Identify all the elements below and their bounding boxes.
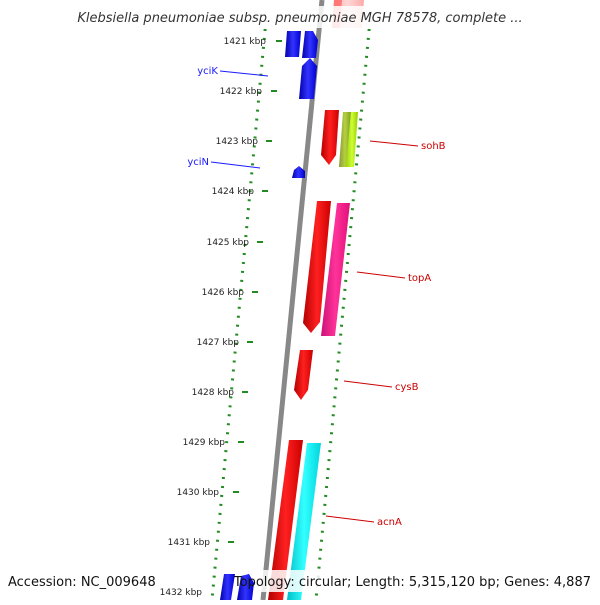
gene-feature-acnA[interactable]	[268, 440, 303, 600]
gene-feature-sohB[interactable]	[321, 110, 339, 165]
ruler-label: 1432 kbp	[160, 588, 203, 598]
gene-feature-yciN[interactable]	[292, 166, 305, 178]
gene-label-sohB[interactable]: sohB	[421, 141, 446, 152]
gene-feature-yciK[interactable]	[299, 58, 317, 99]
gene-feature-magenta[interactable]	[321, 203, 350, 336]
ruler-label: 1423 kbp	[216, 137, 259, 147]
ruler-label: 1428 kbp	[192, 388, 235, 398]
gene-feature-lime[interactable]	[346, 112, 358, 167]
ruler-label: 1431 kbp	[168, 538, 211, 548]
ruler-label: 1425 kbp	[207, 238, 250, 248]
gene-label-yciN[interactable]: yciN	[187, 157, 209, 168]
ruler-label: 1424 kbp	[212, 187, 255, 197]
gene-feature-blue[interactable]	[237, 574, 254, 600]
gene-label-line	[210, 161, 261, 169]
gene-label-line	[343, 380, 393, 388]
ring-outer-left	[210, 19, 268, 601]
gene-label-line	[219, 70, 269, 77]
ruler-label: 1421 kbp	[224, 37, 267, 47]
gene-label-topA[interactable]: topA	[408, 273, 431, 284]
ruler-label: 1422 kbp	[220, 87, 263, 97]
gene-feature-cyan[interactable]	[287, 443, 321, 600]
gene-feature-blue[interactable]	[285, 31, 301, 57]
accession-label: Accession: NC_009648	[8, 575, 156, 590]
gene-label-line	[356, 271, 406, 279]
gene-feature-blue[interactable]	[220, 574, 235, 600]
topology-label: Topology: circular; Length: 5,315,120 bp…	[233, 575, 591, 590]
gene-label-line	[369, 140, 419, 147]
ruler-label: 1426 kbp	[202, 288, 245, 298]
map-title: Klebsiella pneumoniae subsp. pneumoniae …	[77, 11, 522, 26]
gene-label-cysB[interactable]: cysB	[395, 382, 419, 393]
footer-backdrop-right	[257, 570, 600, 592]
ruler-label: 1427 kbp	[197, 338, 240, 348]
ruler-label: 1430 kbp	[177, 488, 220, 498]
genome-backbone	[260, 0, 325, 601]
ring-outer-right	[314, 19, 372, 601]
footer-backdrop-left	[0, 570, 160, 592]
ruler-label: 1429 kbp	[183, 438, 226, 448]
gene-label-line	[325, 515, 375, 523]
gene-feature-blue[interactable]	[302, 31, 318, 58]
title-backdrop	[60, 6, 540, 28]
gene-feature-topA[interactable]	[303, 201, 331, 333]
gene-label-acnA[interactable]: acnA	[377, 517, 402, 528]
ruler-labels: 1421 kbp 1422 kbp 1423 kbp 1424 kbp 1425…	[160, 37, 267, 598]
gene-label-yciK[interactable]: yciK	[197, 66, 218, 77]
gene-feature-cysB[interactable]	[294, 350, 313, 400]
